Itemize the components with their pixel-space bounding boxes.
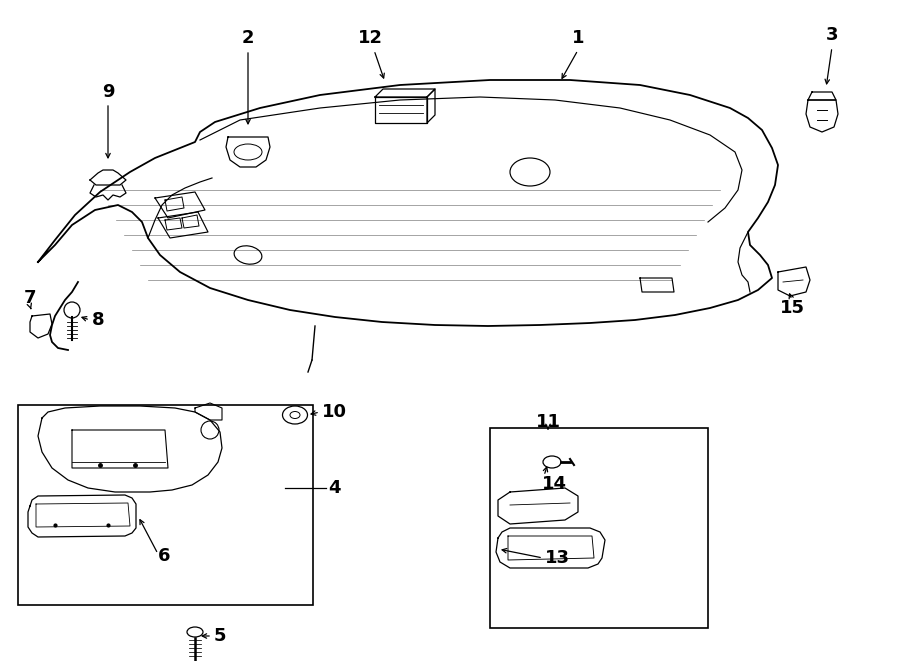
Text: 12: 12 <box>357 29 382 47</box>
Text: 7: 7 <box>23 289 36 307</box>
Text: 11: 11 <box>536 413 561 431</box>
Bar <box>490 428 708 628</box>
Text: 4: 4 <box>328 479 340 497</box>
Text: 13: 13 <box>545 549 570 567</box>
Text: 15: 15 <box>779 299 805 317</box>
Text: 10: 10 <box>322 403 347 421</box>
Text: 8: 8 <box>92 311 104 329</box>
Text: 6: 6 <box>158 547 170 565</box>
Text: 9: 9 <box>102 83 114 101</box>
Text: 14: 14 <box>542 475 567 493</box>
Text: 2: 2 <box>242 29 254 47</box>
Bar <box>18 405 313 605</box>
Text: 5: 5 <box>214 627 227 645</box>
Text: 1: 1 <box>572 29 584 47</box>
Text: 3: 3 <box>826 26 838 44</box>
